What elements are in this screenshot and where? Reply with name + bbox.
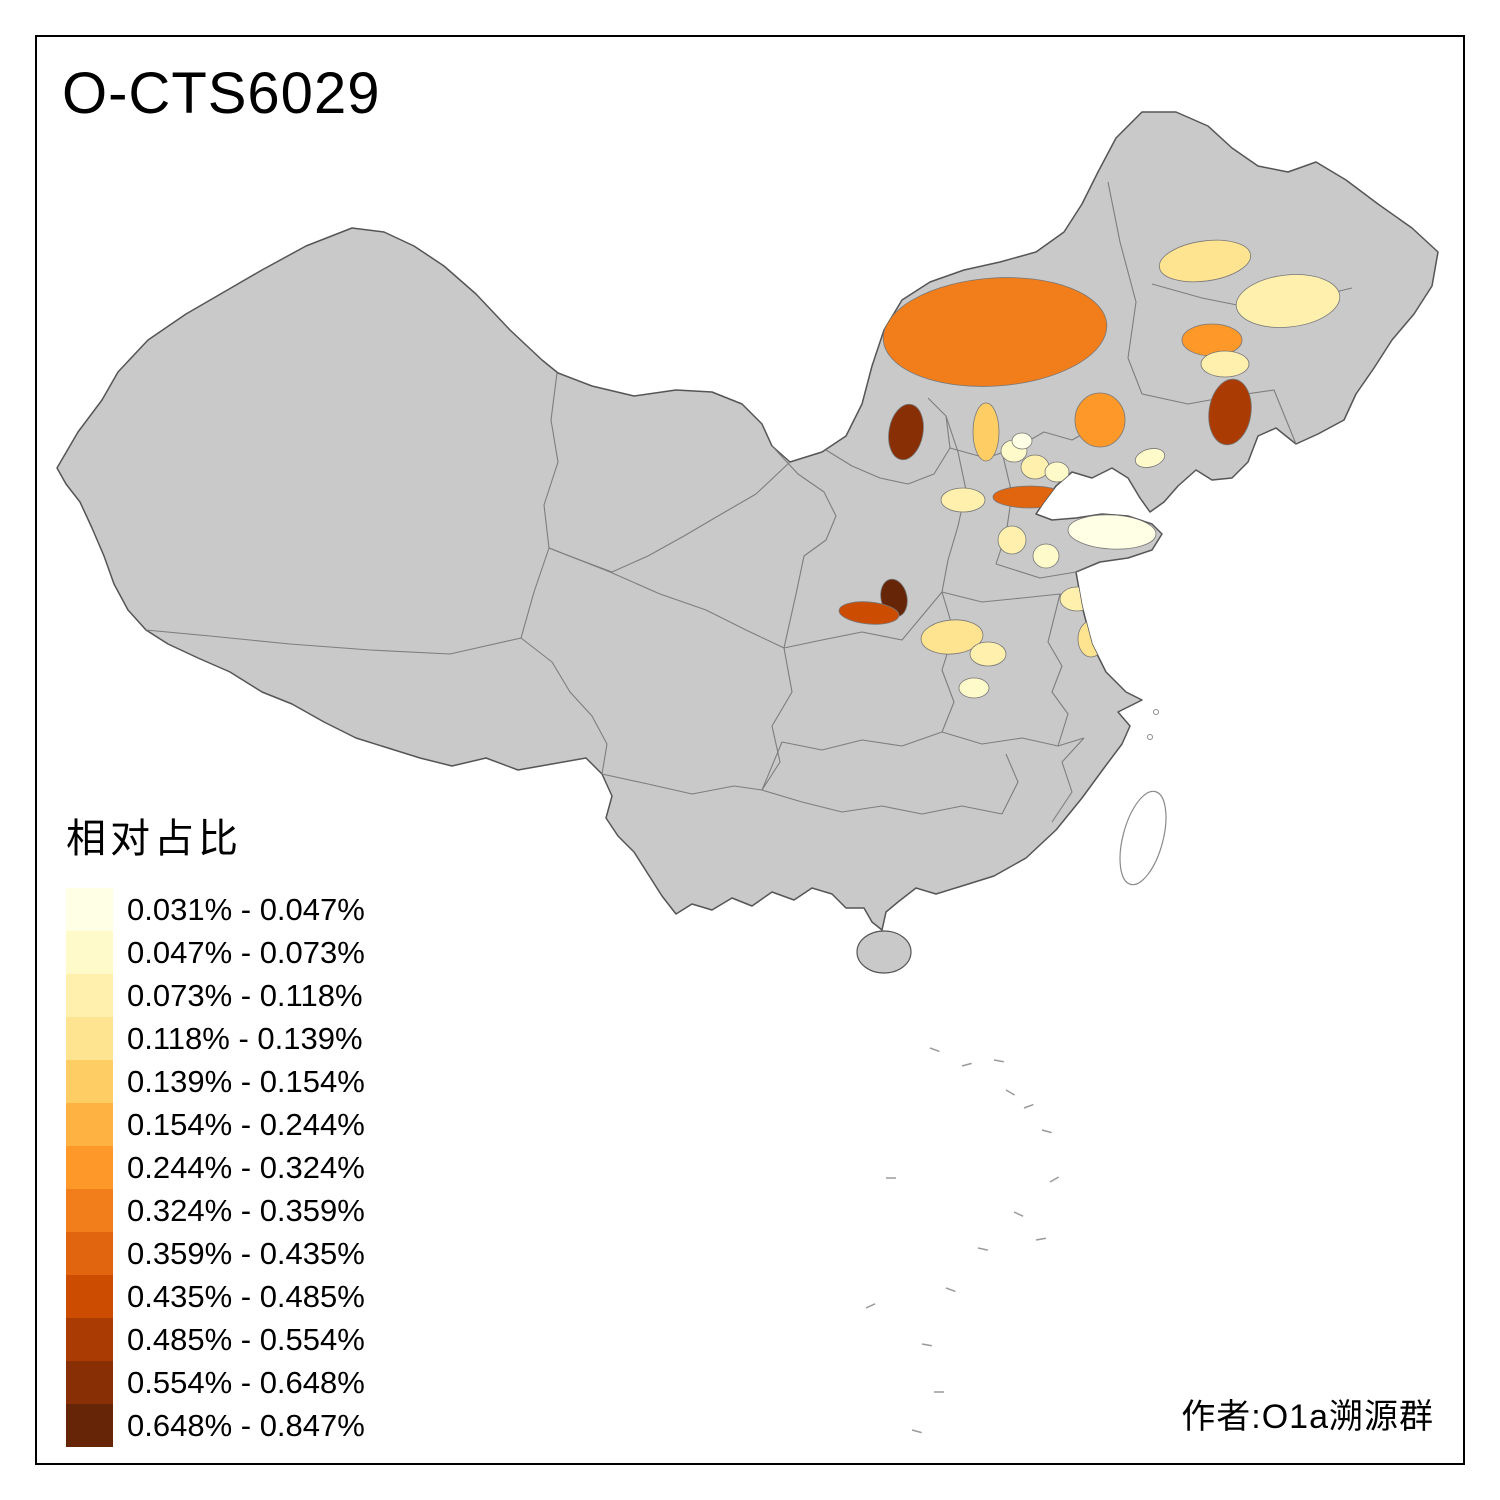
map-region-r18: [1032, 543, 1060, 569]
map-region-r15: [992, 485, 1068, 509]
legend-row: 0.073% - 0.118%: [66, 974, 365, 1017]
legend-swatch: [66, 1146, 113, 1189]
island-mark: [1023, 1103, 1034, 1109]
legend-swatch: [66, 931, 113, 974]
map-region-r24: [958, 677, 990, 699]
legend-swatch: [66, 1361, 113, 1404]
island-mark: [1041, 1129, 1052, 1134]
legend-label: 0.359% - 0.435%: [127, 1235, 365, 1271]
south-china-sea-islands-icon: [865, 1047, 1060, 1434]
taiwan-island: [1119, 790, 1167, 886]
map-region-r5: [1208, 378, 1252, 446]
legend-title: 相对占比: [66, 817, 242, 861]
map-region-r21: [838, 601, 900, 625]
map-region-r25: [1059, 586, 1095, 612]
legend-rows: 0.031% - 0.047% 0.047% - 0.073% 0.073% - 0…: [66, 888, 365, 1447]
legend-swatch: [66, 1189, 113, 1232]
map-region-r13: [1074, 392, 1126, 448]
legend-label: 0.324% - 0.359%: [127, 1192, 365, 1228]
coastal-islet: [1147, 734, 1153, 740]
legend-row: 0.139% - 0.154%: [66, 1060, 365, 1103]
island-mark: [865, 1303, 876, 1309]
legend-row: 0.154% - 0.244%: [66, 1103, 365, 1146]
map-region-r17: [997, 525, 1027, 555]
map-region-r14: [1134, 448, 1166, 468]
legend-label: 0.435% - 0.485%: [127, 1278, 365, 1314]
legend-row: 0.244% - 0.324%: [66, 1146, 365, 1189]
island-mark: [945, 1287, 956, 1293]
legend-label: 0.485% - 0.554%: [127, 1321, 365, 1357]
map-region-r12: [1011, 432, 1033, 450]
island-mark: [977, 1247, 988, 1251]
coastal-islet: [1153, 709, 1159, 715]
legend-swatch: [66, 1318, 113, 1361]
island-mark: [1005, 1089, 1016, 1096]
island-mark: [929, 1047, 940, 1053]
legend-label: 0.648% - 0.847%: [127, 1407, 365, 1443]
legend-row: 0.554% - 0.648%: [66, 1361, 365, 1404]
map-region-r3: [1181, 323, 1243, 357]
legend-row: 0.031% - 0.047%: [66, 888, 365, 931]
legend-swatch: [66, 1103, 113, 1146]
legend-label: 0.554% - 0.648%: [127, 1364, 365, 1400]
map-region-r4: [1200, 350, 1250, 378]
island-mark: [1049, 1176, 1060, 1183]
island-mark: [993, 1059, 1004, 1063]
map-region-r16: [940, 487, 986, 513]
legend-swatch: [66, 1232, 113, 1275]
map-region-r23: [969, 641, 1007, 667]
legend-row: 0.359% - 0.435%: [66, 1232, 365, 1275]
island-mark: [961, 1062, 972, 1067]
legend-swatch: [66, 1060, 113, 1103]
legend-swatch: [66, 1404, 113, 1447]
legend-row: 0.485% - 0.554%: [66, 1318, 365, 1361]
legend-row: 0.435% - 0.485%: [66, 1275, 365, 1318]
island-mark: [921, 1343, 932, 1347]
legend-label: 0.139% - 0.154%: [127, 1063, 365, 1099]
attribution: 作者:O1a溯源群: [1181, 1398, 1434, 1436]
legend-label: 0.031% - 0.047%: [127, 891, 365, 927]
map-region-r22: [920, 619, 984, 655]
map-region-r1: [1158, 239, 1252, 283]
legend-swatch: [66, 974, 113, 1017]
map-region-r11: [1044, 461, 1070, 483]
legend-label: 0.244% - 0.324%: [127, 1149, 365, 1185]
legend-label: 0.073% - 0.118%: [127, 977, 363, 1013]
legend-swatch: [66, 1017, 113, 1060]
map-region-r7: [888, 403, 924, 461]
map-region-r8: [972, 402, 1000, 462]
island-mark: [911, 1429, 922, 1434]
legend-label: 0.047% - 0.073%: [127, 934, 365, 970]
legend-row: 0.648% - 0.847%: [66, 1404, 365, 1447]
legend-row: 0.324% - 0.359%: [66, 1189, 365, 1232]
legend: 相对占比 0.031% - 0.047% 0.047% - 0.073% 0.073…: [66, 806, 365, 1447]
legend-swatch: [66, 1275, 113, 1318]
map-region-r2: [1235, 274, 1341, 328]
map-region-r6: [882, 277, 1108, 387]
map-region-r19: [1067, 514, 1157, 550]
island-mark: [1035, 1237, 1046, 1241]
hainan-island: [856, 930, 912, 974]
island-mark: [1013, 1211, 1024, 1217]
page-title: O-CTS6029: [62, 61, 381, 126]
legend-row: 0.047% - 0.073%: [66, 931, 365, 974]
legend-label: 0.118% - 0.139%: [127, 1020, 363, 1056]
legend-label: 0.154% - 0.244%: [127, 1106, 365, 1142]
legend-row: 0.118% - 0.139%: [66, 1017, 365, 1060]
choropleth-regions: [838, 239, 1341, 699]
legend-swatch: [66, 888, 113, 931]
map-region-r10: [1020, 454, 1050, 480]
